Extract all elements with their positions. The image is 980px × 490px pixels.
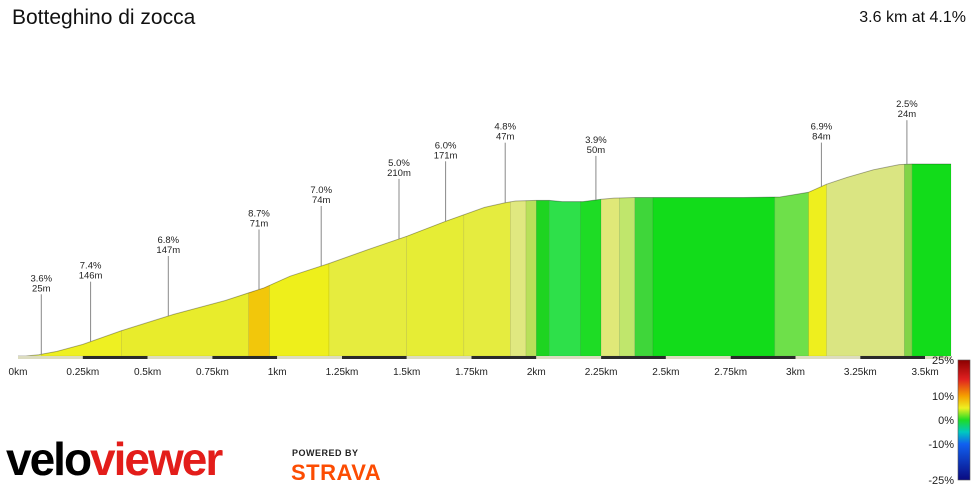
veloviewer-logo[interactable]: veloviewer [6, 432, 223, 486]
gradient-segments [18, 163, 952, 357]
x-tick-label: 2km [527, 367, 546, 378]
distance-bar-segment [860, 356, 926, 359]
distance-bar-segment [536, 356, 602, 359]
annotation-gradient: 6.0% [435, 140, 457, 151]
colorbar-label: 25% [932, 355, 954, 367]
logo-viewer-text: viewer [90, 433, 223, 485]
distance-bar-segment [212, 356, 278, 359]
x-tick-label: 3.25km [844, 367, 877, 378]
x-tick-label: 0.25km [66, 367, 99, 378]
annotation-gradient: 6.9% [811, 122, 833, 133]
x-tick-label: 3km [786, 367, 805, 378]
annotation-length: 71m [250, 219, 269, 230]
gradient-segment [618, 197, 636, 357]
gradient-segment [808, 183, 827, 357]
colorbar-label: 10% [932, 391, 954, 403]
distance-bar-segment [730, 356, 796, 359]
gradient-segment [903, 163, 913, 357]
distance-bar-segment [277, 356, 342, 359]
annotation-length: 171m [434, 150, 458, 161]
profile-outline [18, 163, 951, 357]
powered-by-label: POWERED BY [292, 448, 359, 458]
gradient-segment [580, 198, 602, 357]
annotation-length: 84m [812, 132, 831, 143]
annotation-gradient: 8.7% [248, 209, 270, 220]
gradient-legend: 25% 10% 0% -10% -25% [928, 355, 971, 487]
x-tick-label: 1.75km [455, 367, 488, 378]
distance-bar-segment [342, 356, 407, 359]
climb-title: Botteghino di zocca [12, 6, 196, 29]
climb-summary: 3.6 km at 4.1% [859, 9, 966, 26]
colorbar-label: -25% [928, 475, 954, 487]
x-tick-label: 2.5km [652, 367, 679, 378]
distance-bar-segment [147, 356, 213, 359]
annotation-gradient: 2.5% [896, 99, 918, 110]
annotation-gradient: 7.0% [310, 185, 332, 196]
annotation-length: 146m [79, 271, 103, 282]
gradient-segment [600, 197, 620, 357]
annotation-gradient: 4.8% [494, 122, 516, 133]
x-tick-label: 0.5km [134, 367, 161, 378]
gradient-segment [535, 200, 550, 357]
x-tick-label: 2.75km [714, 367, 747, 378]
logo-velo-text: velo [6, 433, 92, 485]
distance-bar-segment [795, 356, 861, 359]
distance-bar-segment [406, 356, 472, 359]
distance-bar-segment [601, 356, 666, 359]
gradient-segment [510, 200, 527, 357]
x-tick-label: 2.25km [585, 367, 618, 378]
annotation-gradient: 3.9% [585, 135, 607, 146]
annotation-gradient: 3.6% [30, 273, 52, 284]
gradient-segment [463, 201, 511, 357]
x-tick-label: 1.25km [326, 367, 359, 378]
annotation-gradient: 6.8% [157, 235, 179, 246]
distance-axis: 0km 0.25km 0.5km 0.75km 1km 1.25km 1.5km 1.75km… [9, 356, 951, 378]
gradient-segment [826, 163, 905, 357]
x-tick-label: 1.5km [393, 367, 420, 378]
x-tick-label: 0.75km [196, 367, 229, 378]
annotation-length: 25m [32, 283, 51, 294]
annotation-length: 24m [898, 109, 917, 120]
gradient-segment [652, 196, 776, 357]
distance-bar-segment [82, 356, 148, 359]
colorbar-label: 0% [938, 415, 954, 427]
strava-logo[interactable]: STRAVA [291, 460, 382, 485]
x-tick-label: 1km [268, 367, 287, 378]
colorbar [957, 359, 971, 481]
gradient-segment [634, 197, 654, 357]
colorbar-label: -10% [928, 439, 954, 451]
gradient-segment [548, 200, 581, 357]
profile-line [18, 163, 951, 357]
gradient-segment [328, 235, 408, 357]
distance-bar-segment [925, 356, 951, 359]
x-tick-label: 0km [9, 367, 28, 378]
x-tick-label: 3.5km [911, 367, 938, 378]
annotation-gradient: 7.4% [80, 261, 102, 272]
annotation-length: 74m [312, 195, 331, 206]
gradient-segment [269, 263, 330, 357]
annotation-gradient: 5.0% [388, 158, 410, 169]
gradient-segment [248, 284, 270, 357]
distance-bar-segment [665, 356, 731, 359]
annotation-length: 50m [587, 145, 606, 156]
annotation-length: 210m [387, 168, 411, 179]
segment-annotations: 3.6%25m 7.4%146m 6.8%147m 8.7%71m 7.0%74m 5.0… [30, 99, 918, 355]
distance-bar-segment [18, 356, 83, 359]
distance-bar-segment [471, 356, 537, 359]
gradient-segment [774, 191, 809, 357]
annotation-length: 147m [156, 245, 180, 256]
gradient-segment [911, 163, 952, 357]
annotation-length: 47m [496, 132, 515, 143]
gradient-segment [525, 200, 537, 357]
gradient-segment [406, 214, 465, 357]
